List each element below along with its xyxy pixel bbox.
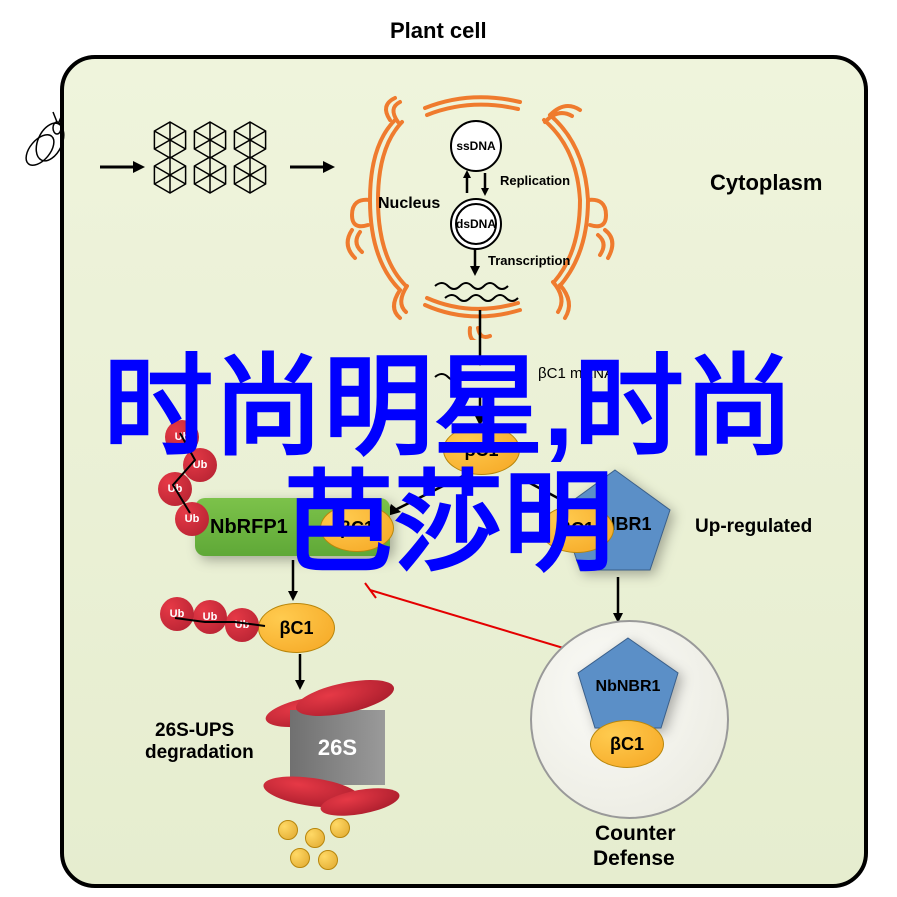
peptide-dot [305,828,325,848]
dsdna-label: dsDNA [456,217,496,231]
ups-label-2: degradation [145,742,254,764]
virion-icon [150,115,280,215]
counter-label-2: Defense [593,847,675,871]
dsdna-circle: dsDNA [450,198,502,250]
peptide-dot [318,850,338,870]
overlay-text: 时尚明星,时尚 芭莎明 [10,350,887,581]
overlay-line2: 芭莎明 [10,466,887,582]
nbnbr1-protein-vesicle: NbNBR1 [573,633,683,733]
svg-text:NbNBR1: NbNBR1 [596,678,661,695]
diagram-canvas: Plant cell [0,0,897,897]
nucleus-label: Nucleus [378,195,440,213]
peptide-dot [278,820,298,840]
replication-arrows [455,168,505,198]
proteasome-label: 26S [318,735,357,761]
transcription-label: Transcription [488,253,570,268]
proteasome-body: 26S [290,710,385,785]
ub-chain-line [170,608,270,633]
arrow-icon [95,157,145,177]
peptide-dot [290,848,310,868]
ssdna-label: ssDNA [456,139,495,153]
cytoplasm-label: Cytoplasm [710,170,822,196]
replication-label: Replication [500,173,570,188]
bc1-label: βC1 [280,618,314,639]
overlay-line1: 时尚明星,时尚 [10,350,887,466]
counter-label-1: Counter [595,822,676,846]
bc1-label: βC1 [610,734,644,755]
peptide-dot [330,818,350,838]
whitefly-icon [5,100,85,190]
transcription-arrow [465,246,485,276]
bc1-in-vesicle: βC1 [590,720,664,768]
diagram-title: Plant cell [390,18,487,44]
rna-icon [430,278,530,308]
arrow-icon [285,157,335,177]
arrow-icon [290,652,310,692]
ssdna-circle: ssDNA [450,120,502,172]
ups-label-1: 26S-UPS [155,720,234,742]
